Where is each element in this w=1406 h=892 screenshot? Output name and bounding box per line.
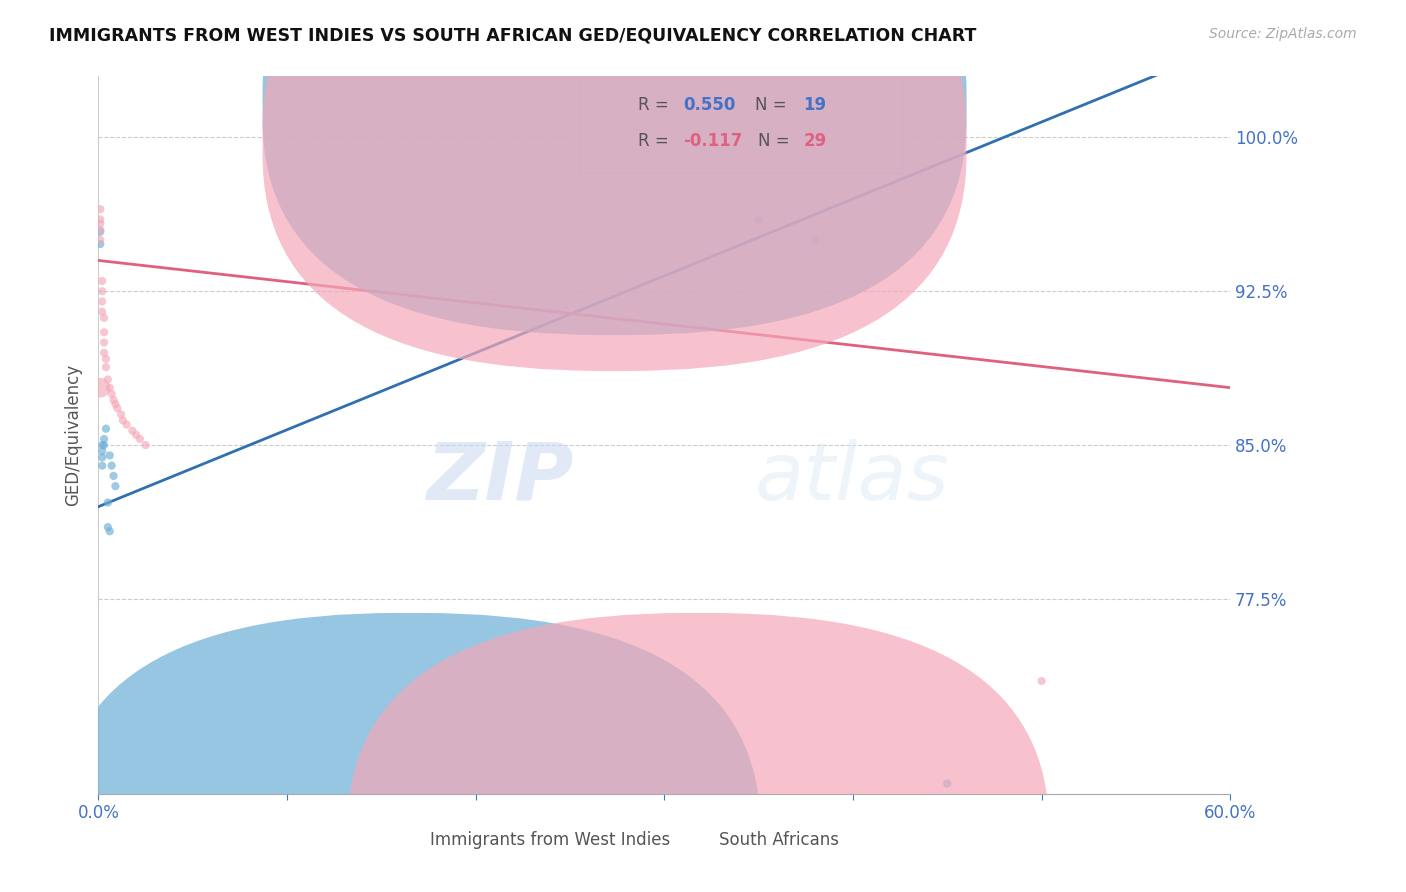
Point bbox=[91, 444, 114, 458]
Point bbox=[89, 223, 111, 237]
Point bbox=[100, 387, 122, 401]
Point bbox=[93, 310, 115, 325]
Point bbox=[115, 417, 138, 432]
Point bbox=[105, 401, 128, 416]
Point bbox=[91, 458, 114, 473]
Point bbox=[93, 325, 115, 339]
Point bbox=[129, 432, 152, 446]
Point bbox=[93, 438, 115, 452]
Text: R =: R = bbox=[638, 132, 675, 150]
Point bbox=[93, 335, 115, 350]
Point bbox=[98, 448, 121, 462]
Point bbox=[936, 776, 959, 790]
Text: 29: 29 bbox=[804, 132, 827, 150]
FancyBboxPatch shape bbox=[263, 0, 966, 335]
Text: N =: N = bbox=[758, 132, 796, 150]
Point bbox=[89, 237, 111, 252]
Point bbox=[91, 438, 114, 452]
Point bbox=[103, 392, 125, 407]
Point bbox=[104, 397, 127, 411]
Point bbox=[103, 469, 125, 483]
FancyBboxPatch shape bbox=[59, 613, 761, 892]
Text: -0.117: -0.117 bbox=[683, 132, 742, 150]
Text: 0.550: 0.550 bbox=[683, 96, 735, 114]
Text: IMMIGRANTS FROM WEST INDIES VS SOUTH AFRICAN GED/EQUIVALENCY CORRELATION CHART: IMMIGRANTS FROM WEST INDIES VS SOUTH AFR… bbox=[49, 27, 977, 45]
Point bbox=[98, 381, 121, 395]
Point bbox=[135, 438, 157, 452]
Point bbox=[89, 202, 111, 217]
Text: R =: R = bbox=[638, 96, 675, 114]
Point bbox=[125, 428, 148, 442]
Point bbox=[1031, 674, 1053, 689]
Point bbox=[121, 424, 143, 438]
Point bbox=[91, 450, 114, 465]
Point bbox=[804, 233, 827, 247]
Point bbox=[91, 304, 114, 318]
Text: South Africans: South Africans bbox=[718, 830, 838, 849]
FancyBboxPatch shape bbox=[579, 62, 903, 173]
FancyBboxPatch shape bbox=[263, 0, 966, 371]
Point bbox=[111, 413, 134, 427]
Point bbox=[91, 294, 114, 309]
Point bbox=[110, 407, 132, 422]
Point bbox=[93, 432, 115, 446]
Point bbox=[104, 479, 127, 493]
Point bbox=[94, 422, 117, 436]
Point bbox=[89, 212, 111, 227]
Point bbox=[98, 524, 121, 539]
Point bbox=[94, 360, 117, 375]
Point bbox=[97, 520, 120, 534]
Point bbox=[91, 274, 114, 288]
Text: 19: 19 bbox=[804, 96, 827, 114]
Point bbox=[89, 233, 111, 247]
Point bbox=[89, 217, 111, 231]
Point bbox=[97, 372, 120, 386]
Text: atlas: atlas bbox=[755, 439, 949, 517]
Y-axis label: GED/Equivalency: GED/Equivalency bbox=[65, 364, 83, 506]
Text: N =: N = bbox=[755, 96, 792, 114]
Text: ZIP: ZIP bbox=[426, 439, 574, 517]
Point bbox=[94, 351, 117, 366]
Point bbox=[93, 345, 115, 359]
Point bbox=[97, 495, 120, 509]
FancyBboxPatch shape bbox=[347, 613, 1049, 892]
Point bbox=[91, 284, 114, 298]
Text: Source: ZipAtlas.com: Source: ZipAtlas.com bbox=[1209, 27, 1357, 41]
Point bbox=[89, 381, 111, 395]
Text: Immigrants from West Indies: Immigrants from West Indies bbox=[430, 830, 671, 849]
Point bbox=[100, 458, 122, 473]
Point bbox=[748, 212, 770, 227]
Point bbox=[89, 225, 111, 239]
